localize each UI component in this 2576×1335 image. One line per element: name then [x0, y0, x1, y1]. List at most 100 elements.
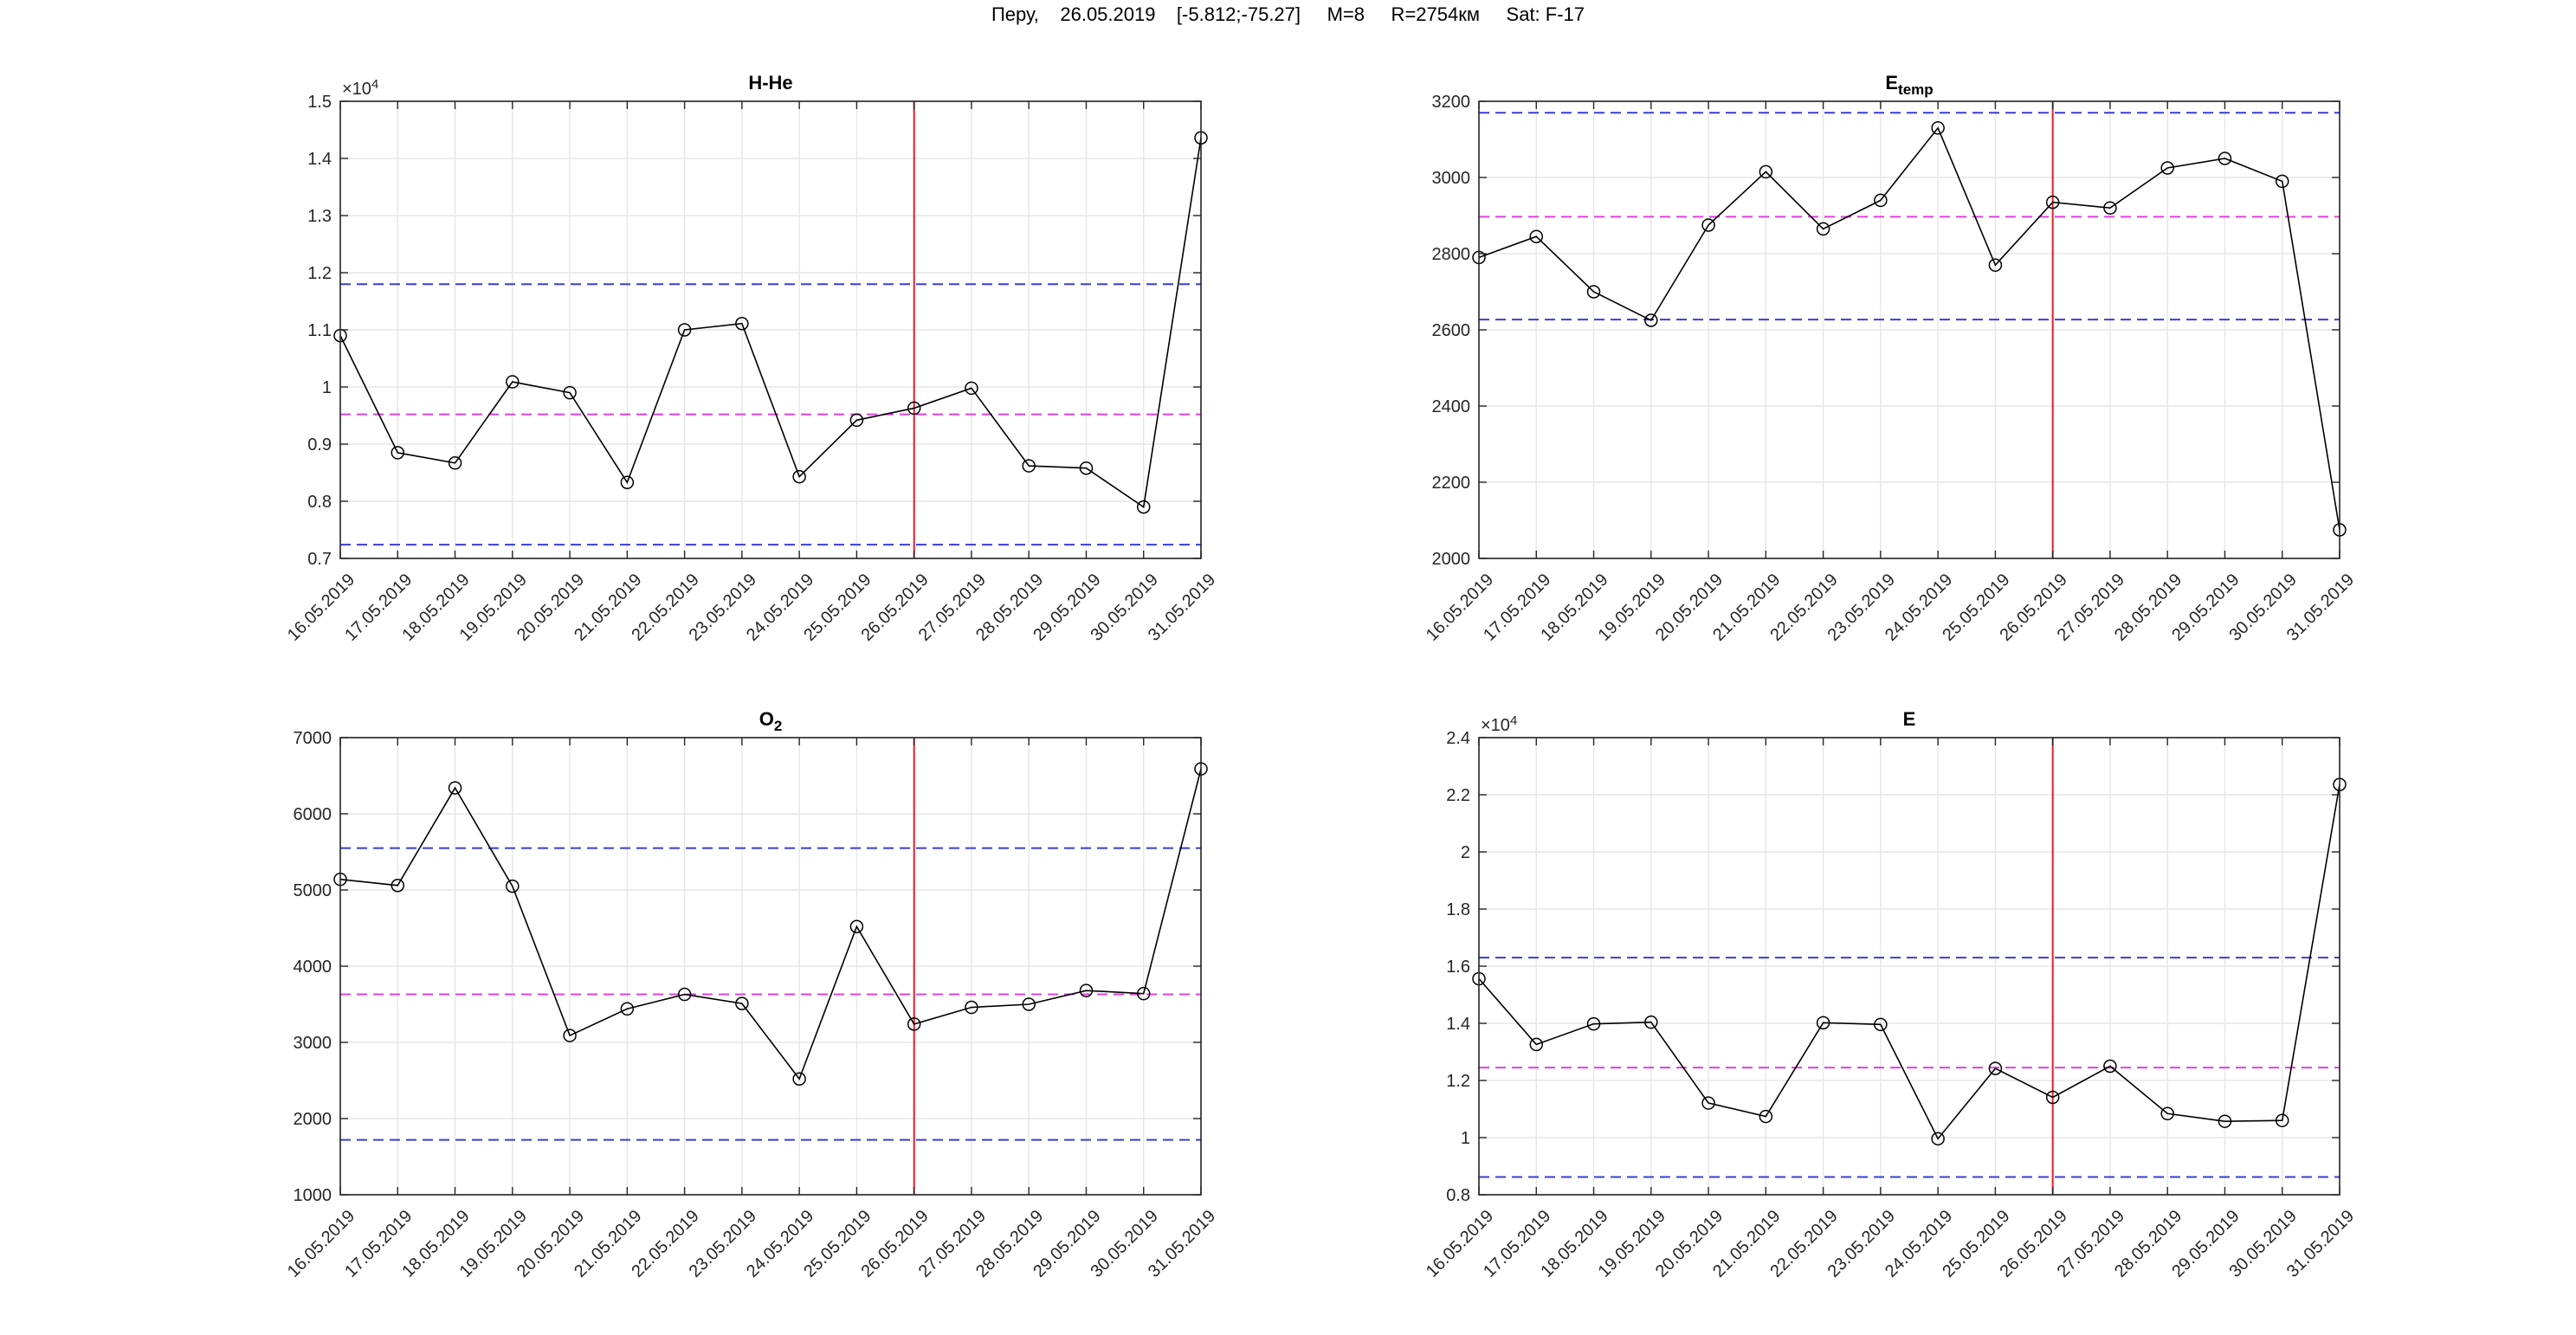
e-data-point: [1759, 1109, 1773, 1124]
e-ytick-label: 2.2: [1446, 786, 1470, 805]
e-ytick-label: 1.8: [1446, 900, 1470, 919]
etemp-data-point: [1816, 222, 1830, 236]
o2-data-point: [448, 781, 462, 795]
hhe-ytick-label: 0.7: [307, 550, 332, 569]
hhe-data-point: [506, 375, 520, 389]
o2-ytick-label: 5000: [294, 881, 332, 900]
o2-data-point: [391, 878, 405, 893]
hhe-exponent-label: ×104: [342, 77, 378, 99]
hhe-data-point: [792, 469, 806, 484]
subplot-o2: 100020003000400050006000700016.05.201917…: [284, 708, 1219, 1281]
e-data-point: [2218, 1114, 2232, 1128]
etemp-data-point: [1988, 258, 2003, 272]
etemp-series-line: [1478, 126, 2340, 531]
e-data-point: [1586, 1016, 1601, 1031]
etemp-data-point: [1759, 164, 1773, 179]
etemp-data-point: [2103, 201, 2117, 215]
etemp-ytick-label: 2200: [1432, 474, 1471, 493]
hhe-ytick-label: 1.2: [307, 264, 332, 283]
etemp-data-point: [1586, 285, 1601, 299]
hhe-data-point: [677, 323, 692, 337]
hhe-ytick-label: 1.3: [307, 207, 332, 226]
hhe-series-line: [339, 138, 1202, 508]
e-ytick-label: 0.8: [1446, 1186, 1470, 1205]
e-data-point: [1529, 1037, 1544, 1052]
etemp-data-point: [1644, 313, 1658, 327]
hhe-data-point: [391, 446, 405, 460]
e-ytick-label: 1.4: [1446, 1015, 1470, 1034]
etemp-data-point: [2275, 174, 2289, 189]
o2-data-point: [1136, 986, 1151, 1001]
o2-ytick-label: 3000: [294, 1034, 332, 1053]
etemp-data-point: [1701, 218, 1715, 232]
etemp-data-point: [2218, 152, 2232, 165]
o2-data-point: [506, 879, 520, 893]
e-data-point: [2103, 1059, 2117, 1074]
o2-data-point: [677, 987, 692, 1002]
o2-data-point: [563, 1029, 577, 1042]
o2-data-point: [907, 1017, 921, 1031]
o2-title: O2: [759, 708, 783, 734]
etemp-title: Etemp: [1885, 72, 1933, 98]
o2-ytick-label: 6000: [294, 805, 332, 824]
e-ytick-label: 1.2: [1446, 1072, 1470, 1091]
e-data-point: [2045, 1090, 2060, 1105]
hhe-data-point: [1079, 461, 1094, 475]
e-data-point: [1988, 1061, 2003, 1075]
hhe-ytick-label: 0.8: [307, 493, 332, 512]
subplot-e: 0.811.21.41.61.822.22.416.05.201917.05.2…: [1423, 708, 2358, 1281]
o2-data-point: [1022, 997, 1036, 1011]
e-data-point: [1874, 1017, 1888, 1032]
o2-data-point: [849, 919, 864, 933]
etemp-ytick-label: 2600: [1432, 321, 1471, 340]
hhe-title: H-He: [748, 72, 792, 94]
hhe-ytick-label: 0.9: [307, 435, 332, 455]
etemp-ytick-label: 2800: [1432, 245, 1471, 264]
e-ytick-label: 1.6: [1446, 958, 1470, 977]
o2-ytick-label: 2000: [294, 1110, 332, 1129]
hhe-ytick-label: 1.4: [307, 150, 332, 169]
hhe-data-point: [965, 381, 978, 396]
o2-ytick-label: 4000: [294, 958, 332, 977]
e-data-point: [1816, 1016, 1830, 1030]
o2-data-point: [792, 1072, 806, 1086]
hhe-data-point: [448, 456, 462, 470]
o2-data-point: [965, 1000, 978, 1015]
etemp-ytick-label: 2400: [1432, 397, 1471, 416]
hhe-data-point: [735, 316, 749, 331]
e-ytick-label: 2.4: [1446, 729, 1470, 748]
figure-suptitle: Перу, 26.05.2019 [-5.812;-75.27] M=8 R=2…: [991, 3, 1585, 25]
hhe-data-point: [563, 385, 577, 400]
hhe-data-point: [907, 401, 921, 416]
e-title: E: [1903, 708, 1916, 730]
hhe-data-point: [1022, 459, 1036, 473]
hhe-ytick-label: 1.1: [307, 321, 332, 340]
hhe-data-point: [620, 475, 635, 489]
etemp-data-point: [1874, 193, 1888, 208]
etemp-data-point: [2045, 195, 2060, 210]
etemp-data-point: [1931, 121, 1945, 135]
subplot-hhe: 0.70.80.911.11.21.31.41.516.05.201917.05…: [284, 72, 1219, 645]
o2-data-point: [735, 996, 749, 1010]
e-data-point: [2275, 1113, 2289, 1127]
e-data-point: [2160, 1106, 2174, 1121]
e-ytick-label: 2: [1461, 843, 1470, 862]
hhe-ytick-label: 1: [322, 378, 332, 397]
o2-series-line: [339, 768, 1202, 1080]
etemp-ytick-label: 2000: [1432, 550, 1471, 569]
e-data-point: [1644, 1015, 1658, 1029]
o2-ytick-label: 7000: [294, 729, 332, 748]
e-series-line: [1478, 784, 2340, 1140]
hhe-data-point: [1136, 500, 1151, 514]
o2-ytick-label: 1000: [294, 1186, 332, 1205]
e-ytick-label: 1: [1461, 1129, 1470, 1148]
subplot-etemp: 200022002400260028003000320016.05.201917…: [1423, 72, 2358, 645]
etemp-data-point: [1529, 229, 1544, 243]
hhe-ytick-label: 1.5: [307, 93, 332, 112]
o2-data-point: [620, 1002, 635, 1016]
etemp-ytick-label: 3000: [1432, 169, 1471, 188]
etemp-data-point: [2160, 161, 2174, 175]
hhe-data-point: [849, 413, 864, 428]
etemp-ytick-label: 3200: [1432, 93, 1471, 112]
